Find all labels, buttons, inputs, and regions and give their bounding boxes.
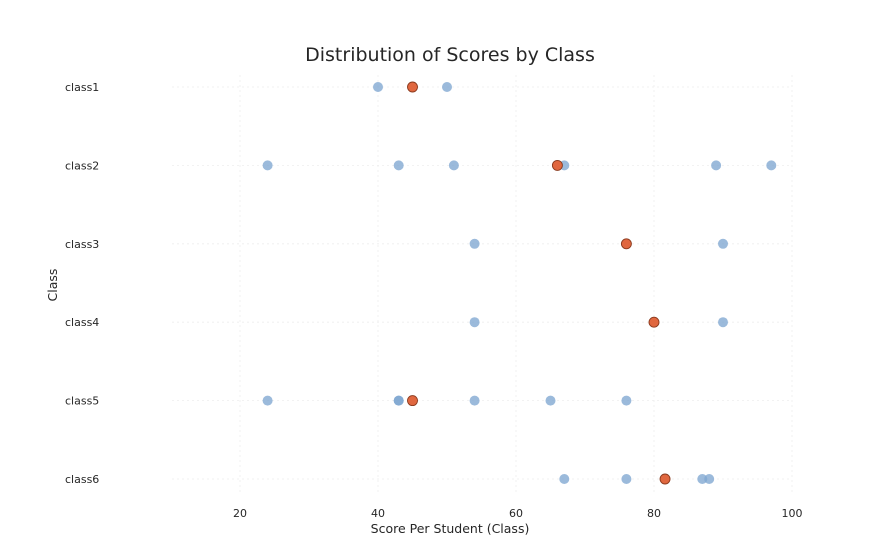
x-tick-label-20: 20	[233, 507, 247, 520]
student-score-point-class6-18	[559, 474, 570, 484]
y-tick-label-class1: class1	[65, 81, 99, 94]
x-tick-label-60: 60	[509, 507, 523, 520]
student-score-point-class2-3	[393, 160, 404, 171]
student-score-point-class4-11	[718, 317, 728, 328]
student-score-point-class5-16	[545, 395, 556, 406]
student-score-point-class5-12	[262, 395, 273, 406]
student-score-point-class4-10	[469, 317, 480, 328]
class-mean-point-class5-4	[407, 395, 418, 407]
y-tick-label-class4: class4	[65, 316, 99, 329]
student-score-point-class5-17	[621, 395, 632, 406]
student-score-point-class5-14	[393, 395, 404, 406]
x-tick-label-40: 40	[371, 507, 385, 520]
y-tick-label-class6: class6	[65, 473, 99, 486]
data-points	[262, 81, 777, 485]
y-tick-label-class2: class2	[65, 159, 99, 172]
student-score-point-class6-21	[704, 474, 715, 484]
class-mean-point-class3-2	[620, 238, 632, 250]
y-tick-label-class3: class3	[65, 238, 99, 251]
student-score-point-class3-8	[469, 238, 480, 249]
x-tick-label-80: 80	[647, 507, 661, 520]
chart-title: Distribution of Scores by Class	[305, 44, 595, 66]
student-score-point-class2-2	[262, 160, 273, 171]
x-tick-labels: 20 40 60 80 100	[233, 507, 803, 520]
student-score-point-class2-7	[766, 160, 777, 171]
student-score-point-class6-20	[697, 474, 708, 484]
class-mean-point-class2-1	[551, 159, 563, 171]
student-score-point-class1-0	[373, 82, 383, 92]
x-tick-label-100: 100	[782, 507, 803, 520]
student-score-point-class2-4	[448, 160, 459, 171]
y-tick-label-class5: class5	[65, 395, 99, 408]
y-axis-label: Class	[45, 269, 60, 302]
student-score-point-class5-15	[469, 395, 480, 406]
y-tick-labels: class1 class2 class3 class4 class5 class6	[65, 81, 99, 486]
student-score-point-class2-6	[711, 160, 722, 171]
student-score-point-class6-19	[621, 474, 632, 484]
class-mean-point-class6-5	[659, 473, 671, 485]
grid-lines	[172, 75, 793, 492]
class-mean-point-class4-3	[648, 316, 660, 328]
student-score-point-class3-9	[718, 238, 728, 249]
x-axis-label: Score Per Student (Class)	[371, 521, 530, 536]
class-mean-point-class1-0	[407, 81, 418, 93]
student-score-point-class1-1	[442, 82, 452, 92]
